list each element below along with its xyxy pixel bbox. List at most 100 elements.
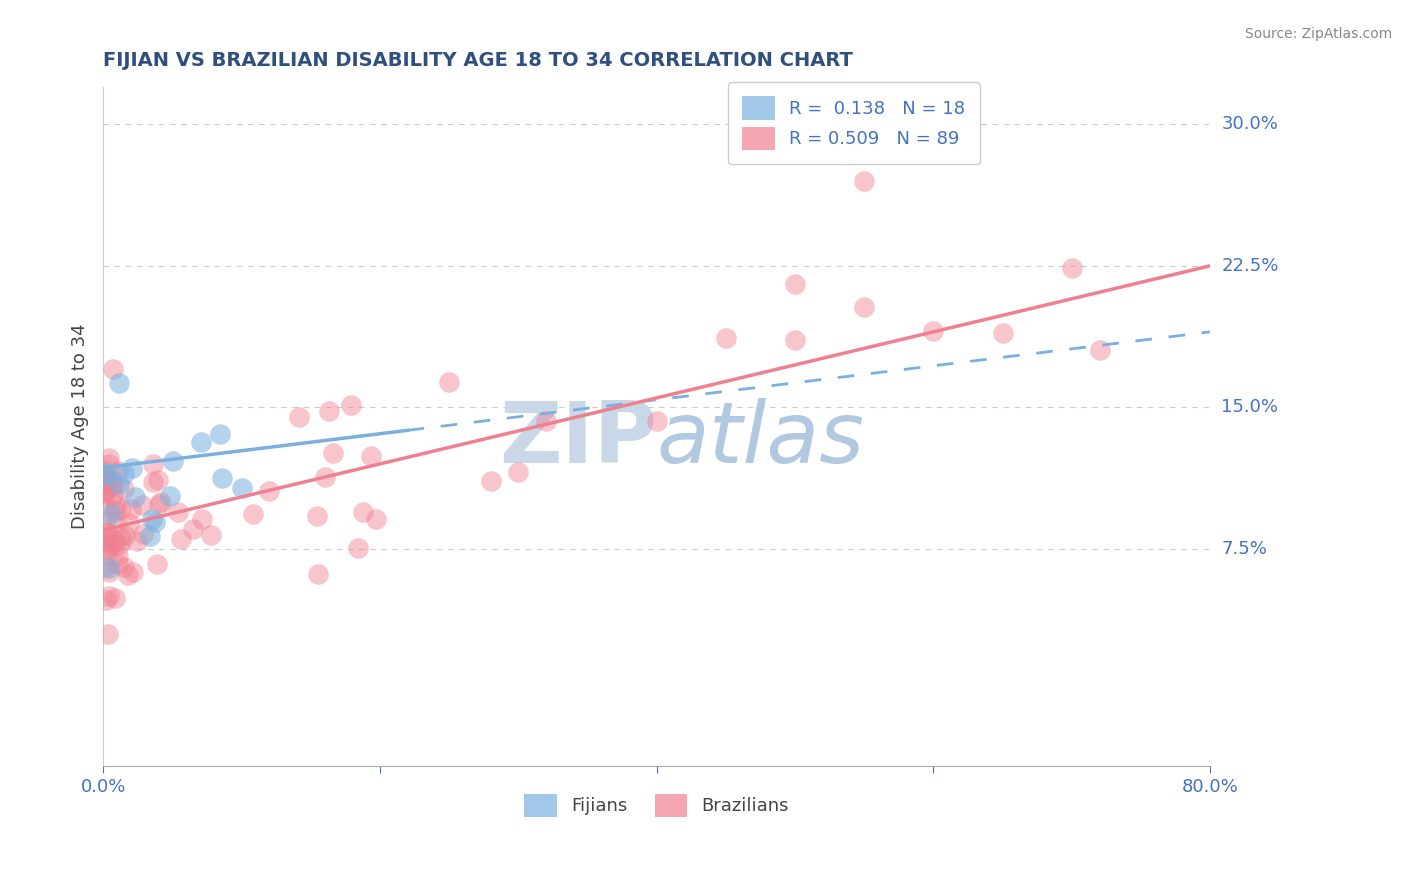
Point (132, 527, 155, 541)
Point (93, 499, 115, 513)
Point (783, 333, 806, 347)
Point (98, 540, 121, 554)
Point (190, 434, 212, 449)
Legend: Fijians, Brazilians: Fijians, Brazilians (510, 780, 803, 831)
Point (114, 527, 136, 541)
Point (150, 495, 173, 509)
Text: 30.0%: 30.0% (1222, 115, 1278, 133)
Point (508, 466, 530, 480)
Text: FIJIAN VS BRAZILIAN DISABILITY AGE 18 TO 34 CORRELATION CHART: FIJIAN VS BRAZILIAN DISABILITY AGE 18 TO… (103, 51, 853, 70)
Point (307, 567, 329, 582)
Y-axis label: Disability Age 18 to 34: Disability Age 18 to 34 (72, 324, 89, 529)
Point (111, 533, 134, 547)
Point (94, 514, 117, 528)
Point (991, 326, 1014, 340)
Point (170, 532, 193, 546)
Point (96, 530, 118, 544)
Point (287, 409, 309, 424)
Point (200, 528, 222, 542)
Point (104, 533, 127, 548)
Point (96, 525, 118, 540)
Point (305, 508, 328, 523)
Text: 15.0%: 15.0% (1222, 399, 1278, 417)
Point (96, 547, 118, 561)
Point (107, 549, 129, 563)
Point (360, 449, 382, 463)
Point (110, 502, 132, 516)
Point (162, 454, 184, 468)
Point (93, 560, 115, 574)
Point (922, 325, 945, 339)
Point (124, 490, 146, 504)
Point (103, 538, 125, 552)
Point (142, 475, 165, 490)
Point (104, 591, 127, 605)
Point (352, 505, 374, 519)
Text: ZIP: ZIP (499, 399, 657, 482)
Point (1088, 343, 1111, 357)
Point (101, 489, 124, 503)
Point (139, 529, 162, 543)
Point (96, 467, 118, 482)
Point (321, 446, 343, 460)
Point (98, 457, 121, 471)
Point (146, 474, 169, 488)
Point (318, 404, 340, 418)
Point (121, 565, 143, 579)
Point (93, 488, 115, 502)
Point (437, 375, 460, 389)
Point (231, 481, 253, 495)
Point (159, 489, 181, 503)
Text: atlas: atlas (657, 399, 865, 482)
Point (347, 541, 370, 555)
Point (100, 479, 122, 493)
Point (146, 557, 169, 571)
Point (645, 414, 668, 428)
Point (96, 484, 118, 499)
Point (191, 511, 214, 525)
Point (97, 627, 120, 641)
Point (1060, 261, 1083, 276)
Point (117, 567, 139, 582)
Point (314, 470, 336, 484)
Point (104, 515, 127, 529)
Point (131, 498, 153, 512)
Point (97, 589, 120, 603)
Point (98, 450, 121, 465)
Point (101, 361, 124, 376)
Point (100, 472, 122, 486)
Point (853, 174, 876, 188)
Point (534, 414, 557, 428)
Point (104, 504, 127, 518)
Point (105, 499, 128, 513)
Point (94, 466, 117, 480)
Point (96, 476, 118, 491)
Point (93, 483, 115, 498)
Point (112, 482, 135, 496)
Point (125, 534, 148, 549)
Text: 7.5%: 7.5% (1222, 540, 1267, 558)
Point (96, 542, 118, 557)
Point (118, 516, 141, 530)
Point (120, 501, 142, 516)
Point (93, 531, 115, 545)
Point (112, 560, 135, 574)
Point (97, 561, 120, 575)
Point (103, 478, 125, 492)
Point (181, 522, 204, 536)
Point (783, 277, 806, 292)
Point (340, 398, 363, 412)
Point (108, 538, 131, 552)
Point (148, 498, 170, 512)
Point (479, 474, 502, 488)
Point (107, 464, 129, 478)
Point (108, 376, 131, 390)
Point (141, 512, 163, 526)
Point (366, 512, 388, 526)
Point (167, 505, 190, 519)
Point (141, 457, 163, 471)
Point (209, 427, 232, 442)
Point (853, 300, 876, 314)
Text: 22.5%: 22.5% (1222, 257, 1278, 275)
Point (93, 463, 115, 477)
